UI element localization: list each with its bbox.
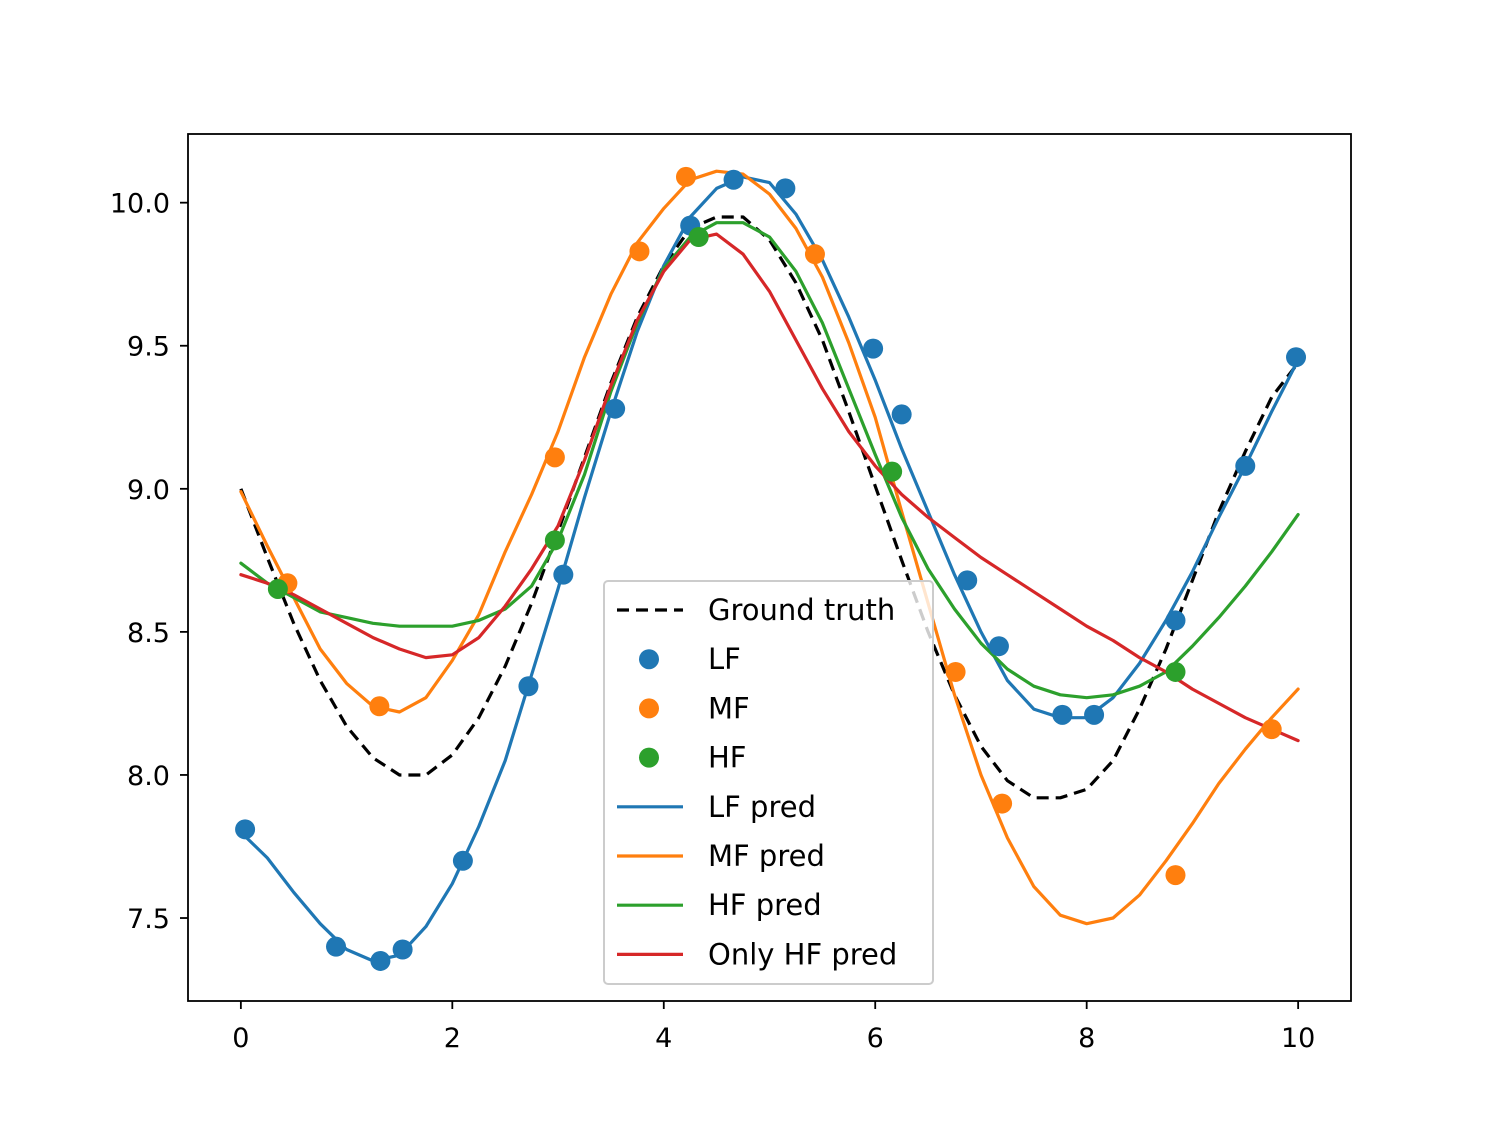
x-tick-label: 4 bbox=[655, 1023, 672, 1054]
point-hf bbox=[267, 578, 288, 599]
series-line-hf-pred bbox=[239, 221, 1300, 700]
point-hf bbox=[688, 227, 709, 248]
point-lf bbox=[326, 936, 347, 957]
y-tick-label: 9.5 bbox=[127, 332, 170, 363]
point-lf bbox=[988, 636, 1009, 657]
legend: Ground truth LF MF HF LF pred MF pred HF pred O… bbox=[603, 580, 934, 985]
point-lf bbox=[370, 950, 391, 971]
point-lf bbox=[553, 564, 574, 585]
legend-label-lf: LF bbox=[708, 642, 741, 676]
y-tick-label: 7.5 bbox=[127, 904, 170, 935]
point-lf bbox=[1052, 704, 1073, 725]
point-mf bbox=[945, 661, 966, 682]
point-mf bbox=[675, 166, 696, 187]
point-mf bbox=[369, 696, 390, 717]
axes: 0 2 4 6 8 10 7.5 8.0 8.5 9.0 9.5 10.0 bbox=[110, 133, 1352, 1054]
point-mf bbox=[629, 241, 650, 262]
point-hf bbox=[882, 461, 903, 482]
point-lf bbox=[605, 398, 626, 419]
point-lf bbox=[1286, 347, 1307, 368]
point-mf bbox=[544, 447, 565, 468]
x-tick-label: 2 bbox=[444, 1023, 461, 1054]
x-tick-label: 10 bbox=[1281, 1023, 1315, 1054]
point-mf bbox=[992, 793, 1013, 814]
y-tick-label: 8.0 bbox=[127, 761, 170, 792]
plot-area bbox=[235, 166, 1307, 971]
legend-marker-lf bbox=[639, 649, 659, 670]
point-lf bbox=[891, 404, 912, 425]
legend-marker-mf bbox=[639, 698, 659, 719]
legend-marker-hf bbox=[639, 747, 659, 768]
series-line-lf-pred bbox=[239, 175, 1300, 963]
point-lf bbox=[775, 178, 796, 199]
legend-label-lf-pred: LF pred bbox=[708, 790, 816, 824]
point-mf bbox=[1261, 719, 1282, 740]
y-tick-label: 10.0 bbox=[110, 189, 170, 220]
x-tick-label: 6 bbox=[867, 1023, 884, 1054]
series-line-mf-pred bbox=[239, 169, 1300, 926]
point-mf bbox=[1165, 865, 1186, 886]
y-tick-label: 8.5 bbox=[127, 618, 170, 649]
plot-content bbox=[235, 166, 1307, 971]
point-lf bbox=[1235, 455, 1256, 476]
y-tick-label: 9.0 bbox=[127, 475, 170, 506]
point-lf bbox=[518, 676, 539, 697]
point-lf bbox=[1084, 704, 1105, 725]
legend-label-mf-pred: MF pred bbox=[708, 839, 825, 873]
point-lf bbox=[723, 169, 744, 190]
legend-box bbox=[603, 580, 934, 985]
legend-label-only-hf-pred: Only HF pred bbox=[708, 937, 897, 971]
point-hf bbox=[544, 530, 565, 551]
point-lf bbox=[1165, 610, 1186, 631]
point-lf bbox=[957, 570, 978, 591]
legend-label-mf: MF bbox=[708, 691, 750, 725]
point-hf bbox=[1165, 661, 1186, 682]
legend-label-hf: HF bbox=[708, 741, 747, 775]
series-line-only-hf-pred bbox=[239, 232, 1300, 743]
x-tick-label: 0 bbox=[232, 1023, 249, 1054]
point-lf bbox=[235, 819, 256, 840]
point-lf bbox=[863, 338, 884, 359]
point-lf bbox=[392, 939, 413, 960]
point-mf bbox=[804, 244, 825, 265]
axes-frame bbox=[187, 133, 1352, 1002]
legend-label-hf-pred: HF pred bbox=[708, 888, 822, 922]
legend-label-ground-truth: Ground truth bbox=[708, 593, 895, 627]
series-line-ground-truth bbox=[239, 215, 1300, 800]
point-lf bbox=[452, 850, 473, 871]
x-tick-label: 8 bbox=[1078, 1023, 1095, 1054]
